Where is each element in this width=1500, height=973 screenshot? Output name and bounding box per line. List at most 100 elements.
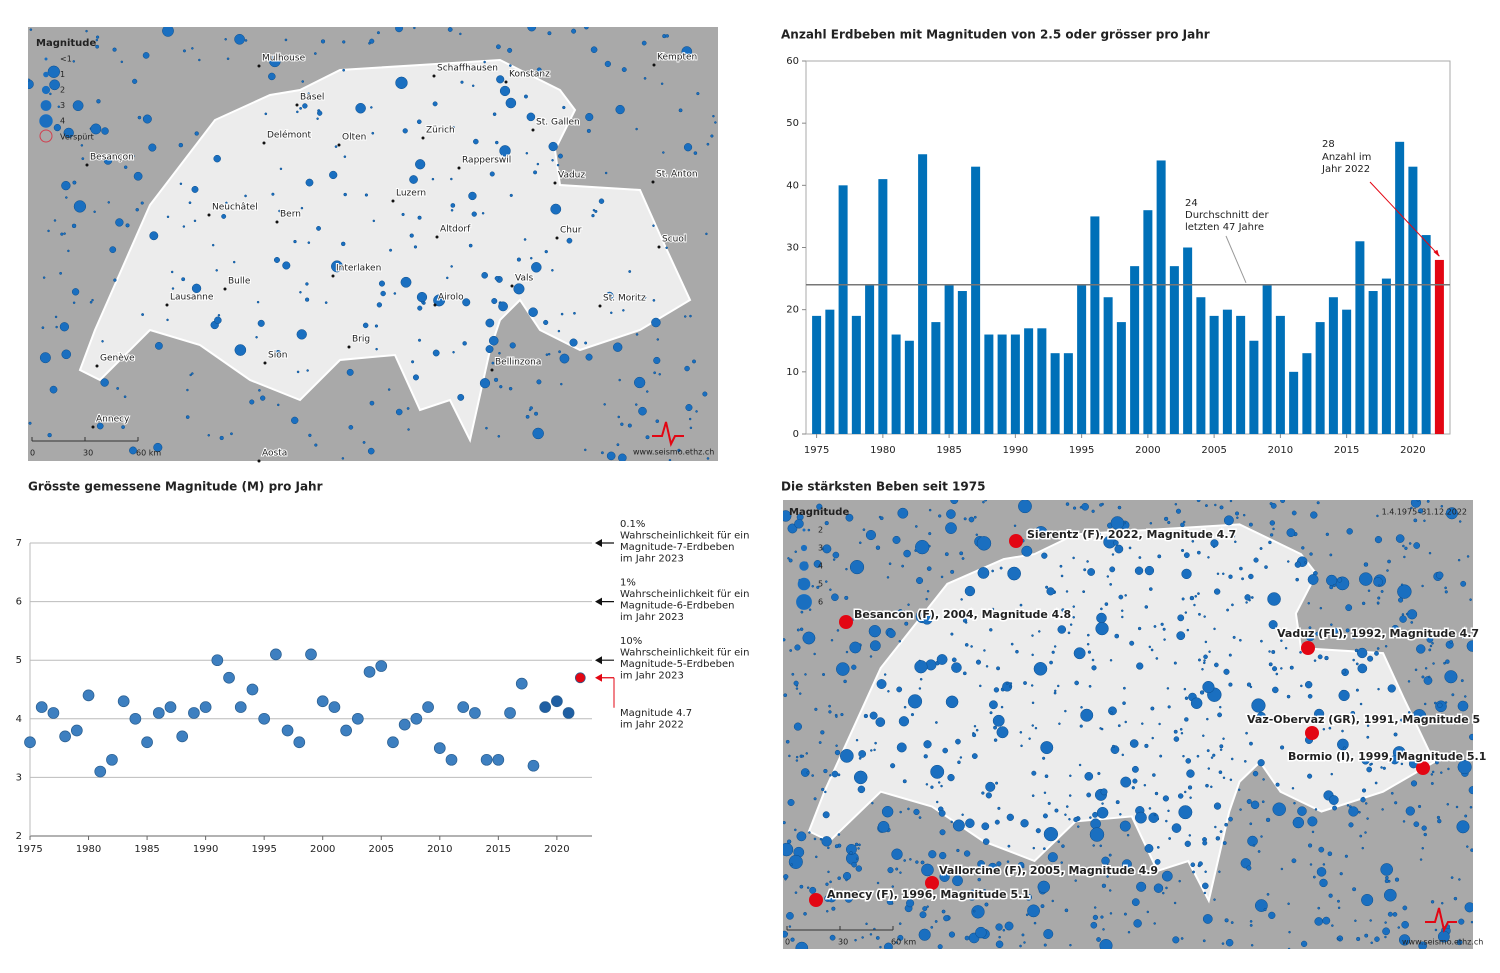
quake-dot: [1305, 631, 1315, 642]
quake-dot: [1342, 746, 1347, 751]
quake-dot: [1162, 795, 1169, 802]
quake-dot: [1326, 574, 1338, 586]
quake-dot: [1248, 598, 1251, 602]
quake-dot: [402, 128, 408, 134]
legend-dot: [800, 544, 808, 552]
quake-dot: [888, 562, 892, 566]
quake-dot: [1374, 781, 1378, 785]
quake-dot: [376, 302, 383, 308]
quake-dot: [148, 143, 157, 152]
scale-label: 60 km: [136, 449, 161, 458]
quake-dot: [959, 551, 964, 556]
quake-dot: [1382, 927, 1390, 936]
point: [351, 712, 364, 725]
quake-dot: [1057, 840, 1060, 844]
quake-dot: [1351, 634, 1357, 640]
quake-dot: [560, 382, 563, 386]
quake-dot: [557, 153, 563, 159]
quake-dot: [1153, 922, 1156, 925]
quake-dot: [178, 142, 184, 148]
city-label: Bulle: [228, 277, 251, 287]
event-dot: [839, 615, 853, 629]
city-label: Bern: [280, 210, 301, 220]
quake-dot: [942, 747, 948, 754]
quake-dot: [1291, 858, 1297, 864]
quake-dot: [1307, 773, 1313, 779]
quake-dot: [47, 65, 60, 78]
quake-dot: [1178, 879, 1181, 883]
quake-dot: [1095, 531, 1102, 538]
quake-dot: [646, 390, 649, 393]
quake-dot: [1138, 556, 1142, 559]
quake-dot: [1363, 562, 1369, 567]
quake-dot: [1436, 815, 1441, 820]
point: [316, 695, 329, 708]
quake-dot: [884, 942, 893, 949]
quake-dot: [1430, 781, 1434, 785]
quake-dot: [1374, 936, 1380, 942]
quake-dot: [1405, 612, 1409, 616]
quake-dot: [998, 935, 1001, 939]
quake-dot: [1144, 605, 1149, 609]
quake-dot: [807, 528, 811, 532]
quake-dot: [569, 338, 578, 347]
quake-dot: [302, 103, 308, 109]
bar: [1037, 328, 1047, 434]
quake-dot: [1446, 717, 1450, 721]
quake-dot: [945, 522, 957, 534]
point: [24, 736, 36, 749]
quake-dot: [72, 180, 77, 185]
quake-dot: [1180, 937, 1184, 940]
quake-dot: [191, 283, 202, 293]
quake-dot: [1268, 540, 1272, 545]
quake-dot: [1197, 592, 1200, 596]
quake-dot: [1252, 844, 1256, 847]
quake-dot: [1091, 658, 1095, 662]
quake-dot: [985, 665, 989, 668]
city-label: Chur: [560, 226, 582, 236]
city-dot: [295, 103, 299, 107]
quake-dot: [1329, 553, 1333, 557]
quake-dot: [395, 76, 408, 90]
quake-dot: [1301, 546, 1305, 550]
quake-dot: [1117, 505, 1122, 510]
quake-dot: [1120, 609, 1124, 612]
x-tick-label: 1975: [17, 844, 42, 855]
x-tick-label: 1980: [870, 445, 895, 456]
city-label: Neuchâtel: [212, 203, 258, 213]
quake-dot: [1469, 733, 1473, 741]
mean-pointer: [1225, 235, 1247, 283]
bar: [1262, 284, 1272, 434]
quake-dot: [1236, 516, 1239, 519]
quake-dot: [845, 843, 857, 855]
annotation-text: Magnitude 4.7: [620, 708, 692, 719]
quake-dot: [219, 435, 224, 441]
quake-dot: [1253, 557, 1259, 563]
city-dot: [652, 63, 656, 67]
quake-dot: [1458, 878, 1461, 881]
quake-dot: [1082, 590, 1085, 593]
quake-dot: [1219, 744, 1224, 749]
quake-dot: [1037, 880, 1051, 894]
quake-dot: [556, 163, 560, 167]
quake-dot: [695, 410, 698, 413]
quake-dot: [813, 652, 816, 656]
bar: [1143, 210, 1153, 434]
quake-dot: [891, 892, 894, 896]
quake-dot: [804, 673, 807, 676]
quake-dot: [1345, 604, 1353, 612]
quake-dot: [783, 820, 786, 825]
quake-dot: [1198, 861, 1203, 867]
quake-dot: [950, 569, 955, 574]
quake-dot: [1184, 717, 1189, 722]
quake-dot: [706, 142, 710, 146]
city-dot: [391, 199, 395, 203]
city-label: Brig: [352, 335, 370, 345]
quake-dot: [1202, 734, 1205, 737]
quake-dot: [1154, 858, 1161, 865]
quake-dot: [1038, 630, 1041, 633]
event-label: Bormio (I), 1999, Magnitude 5.1: [1288, 750, 1486, 763]
quake-dot: [604, 171, 608, 175]
quake-dot: [868, 625, 881, 638]
quake-dot: [856, 615, 859, 619]
